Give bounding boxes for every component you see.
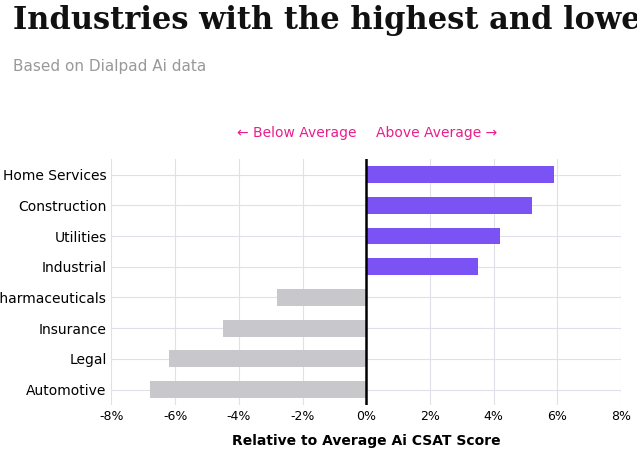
Bar <box>223 320 366 337</box>
Text: Industries with the highest and lowest Ai CSAT: Industries with the highest and lowest A… <box>13 5 637 35</box>
Text: Based on Dialpad Ai data: Based on Dialpad Ai data <box>13 59 206 74</box>
Bar <box>366 197 532 214</box>
Bar <box>150 381 366 398</box>
X-axis label: Relative to Average Ai CSAT Score: Relative to Average Ai CSAT Score <box>232 434 501 448</box>
Bar <box>366 166 554 183</box>
Text: ← Below Average: ← Below Average <box>236 126 356 140</box>
Bar <box>169 350 366 367</box>
Bar <box>366 258 478 275</box>
Text: Above Average →: Above Average → <box>376 126 497 140</box>
Bar <box>366 228 500 244</box>
Bar <box>277 289 366 306</box>
